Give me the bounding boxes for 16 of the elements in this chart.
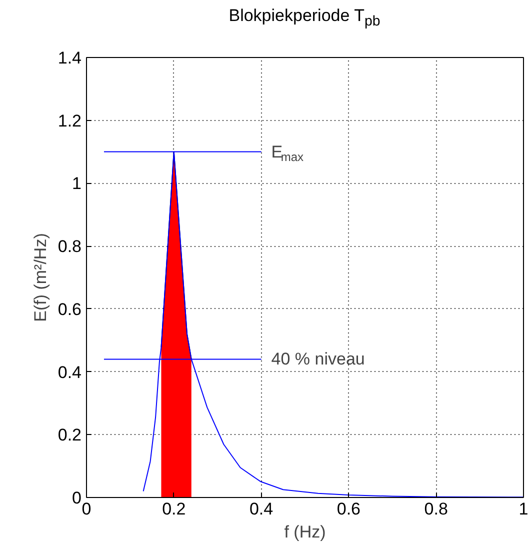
x-tick-label: 0.2 (162, 500, 186, 518)
x-tick-label: 0.6 (336, 500, 361, 518)
chart-title: Blokpiekperiode T$_{pb}$ (228, 5, 380, 32)
y-tick-label: 0.2 (58, 426, 82, 445)
x-tick-label: 0.8 (424, 500, 448, 518)
y-axis-title: E(f) (m²/Hz) (30, 233, 50, 322)
x-tick-label: 1 (518, 500, 528, 518)
y-tick-label: 0.6 (58, 300, 82, 319)
y-tick-label: 1.4 (58, 48, 82, 68)
x-axis-title: f (Hz) (284, 522, 326, 542)
y-tick-label: 0.8 (58, 237, 82, 256)
x-tick-label: 0.4 (249, 500, 274, 518)
y-tick-label: 1 (72, 174, 82, 194)
y-tick-label: 0.4 (58, 362, 82, 382)
y-tick-label: 1.2 (58, 111, 82, 130)
annotation: 40 % niveau (271, 350, 365, 369)
